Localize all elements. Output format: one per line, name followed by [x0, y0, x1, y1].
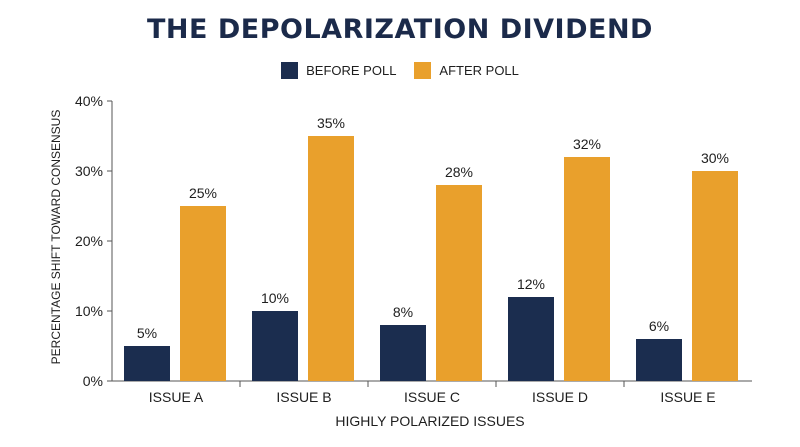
x-tick-label: ISSUE C — [404, 389, 460, 405]
bar-after — [564, 157, 610, 381]
bar-before — [636, 339, 682, 381]
x-tick-label: ISSUE E — [660, 389, 715, 405]
bar-before — [252, 311, 298, 381]
y-tick-label: 20% — [75, 233, 103, 249]
x-axis-label: HIGHLY POLARIZED ISSUES — [335, 413, 524, 429]
bar-before — [508, 297, 554, 381]
data-label: 6% — [649, 318, 669, 334]
bar-after — [692, 171, 738, 381]
legend: BEFORE POLL AFTER POLL — [0, 62, 800, 79]
bar-after — [180, 206, 226, 381]
data-label: 28% — [445, 164, 473, 180]
legend-item-before: BEFORE POLL — [281, 62, 396, 79]
legend-swatch-before — [281, 62, 299, 79]
y-tick-label: 0% — [83, 373, 103, 389]
y-tick-label: 10% — [75, 303, 103, 319]
data-label: 35% — [317, 115, 345, 131]
y-axis-label: PERCENTAGE SHIFT TOWARD CONSENSUS — [49, 110, 63, 365]
x-tick-label: ISSUE B — [276, 389, 331, 405]
data-label: 8% — [393, 304, 413, 320]
legend-item-after: AFTER POLL — [414, 62, 519, 79]
data-label: 5% — [137, 325, 157, 341]
bar-before — [380, 325, 426, 381]
data-label: 10% — [261, 290, 289, 306]
legend-swatch-after — [414, 62, 432, 79]
bar-before — [124, 346, 170, 381]
x-tick-label: ISSUE D — [532, 389, 588, 405]
x-tick-label: ISSUE A — [149, 389, 204, 405]
data-label: 32% — [573, 136, 601, 152]
bar-after — [308, 136, 354, 381]
bar-after — [436, 185, 482, 381]
y-tick-label: 30% — [75, 163, 103, 179]
chart-title: THE DEPOLARIZATION DIVIDEND — [147, 14, 653, 45]
data-label: 25% — [189, 185, 217, 201]
y-tick-label: 40% — [75, 93, 103, 109]
plot-area: 0% 10% 20% 30% 40% 5% 25% ISSUE A 10% 35% ISSUE B 8… — [75, 93, 752, 405]
legend-label-before: BEFORE POLL — [306, 63, 397, 78]
legend-label-after: AFTER POLL — [439, 63, 519, 78]
data-label: 30% — [701, 150, 729, 166]
data-label: 12% — [517, 276, 545, 292]
